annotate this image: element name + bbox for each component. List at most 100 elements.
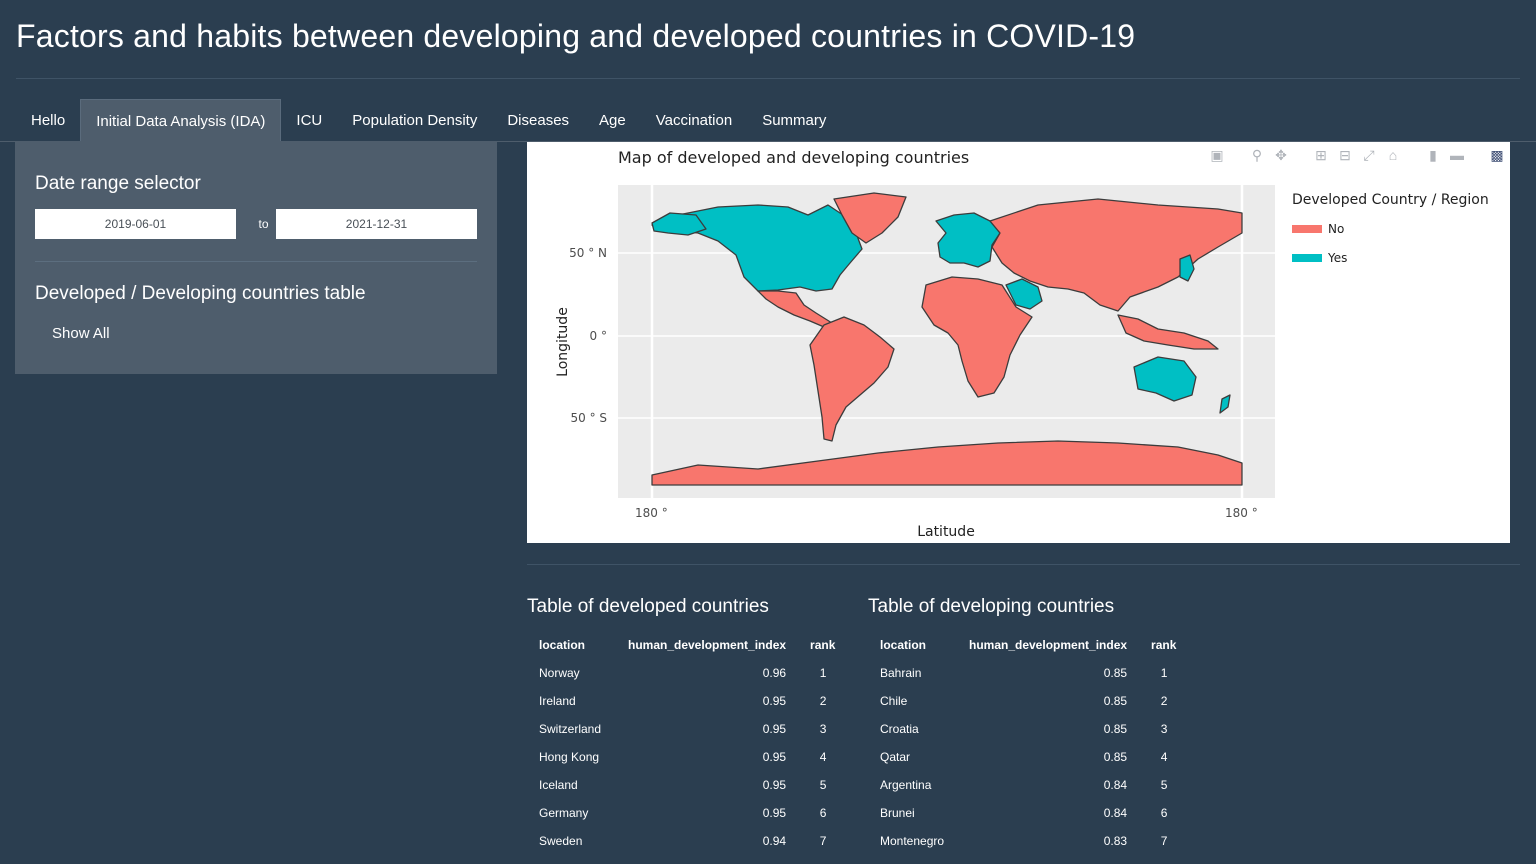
cell-hdi: 0.85 <box>1103 750 1128 764</box>
x-tick-right: 180 ° <box>1225 506 1258 520</box>
zoom-icon[interactable]: ⚲ <box>1251 147 1263 163</box>
date-separator: to <box>258 217 269 231</box>
cell-location: Germany <box>539 806 589 820</box>
nav-tabs: Hello Initial Data Analysis (IDA) ICU Po… <box>16 99 841 142</box>
tab-initial-data-analysis[interactable]: Initial Data Analysis (IDA) <box>80 99 282 142</box>
tab-vaccination[interactable]: Vaccination <box>655 112 733 129</box>
cell-location: Sweden <box>539 834 583 848</box>
column-header-rank[interactable]: rank <box>810 638 836 652</box>
cell-location: Norway <box>539 666 580 680</box>
zoom-in-icon[interactable]: ⊞ <box>1315 147 1327 163</box>
legend-item-no[interactable]: No <box>1292 214 1489 243</box>
table-row: Hong Kong 0.95 4 <box>527 743 848 771</box>
region-greenland <box>833 192 907 244</box>
date-range-label: Date range selector <box>35 173 201 194</box>
cell-rank: 2 <box>1160 694 1168 708</box>
cell-location: Montenegro <box>880 834 945 848</box>
developing-table-section: Table of developing countries location h… <box>868 596 1189 855</box>
tab-hello[interactable]: Hello <box>31 112 66 129</box>
column-header-location[interactable]: location <box>880 638 927 652</box>
start-date-input[interactable] <box>35 209 236 239</box>
cell-rank: 5 <box>819 778 827 792</box>
show-all-button[interactable]: Show All <box>52 325 110 342</box>
region-australia <box>1133 356 1197 402</box>
legend-swatch-no <box>1292 224 1322 233</box>
cell-location: Ireland <box>539 694 576 708</box>
developed-table: location human_development_index rank No… <box>527 631 848 855</box>
table-row: Switzerland 0.95 3 <box>527 715 848 743</box>
legend-item-yes[interactable]: Yes <box>1292 243 1489 272</box>
region-africa <box>921 276 1033 398</box>
developing-table-title: Table of developing countries <box>868 596 1115 617</box>
legend-title: Developed Country / Region <box>1292 192 1489 208</box>
region-southeast-asia <box>1117 314 1219 350</box>
region-mexico-central-america <box>757 290 833 328</box>
y-tick-50s: 50 ° S <box>570 411 607 425</box>
map-plot-area <box>618 185 1275 498</box>
cell-location: Bahrain <box>880 666 922 680</box>
table-row: Brunei 0.84 6 <box>868 799 1189 827</box>
map-plot: Map of developed and developing countrie… <box>527 142 1510 543</box>
cell-hdi: 0.84 <box>1103 778 1128 792</box>
cell-rank: 5 <box>1160 778 1168 792</box>
cell-location: Hong Kong <box>539 750 600 764</box>
legend-label-yes: Yes <box>1328 250 1348 265</box>
tab-summary[interactable]: Summary <box>762 112 827 129</box>
column-header-hdi[interactable]: human_development_index <box>628 638 787 652</box>
app-title: Factors and habits between developing an… <box>16 18 1136 54</box>
cell-location: Qatar <box>880 750 911 764</box>
content-divider <box>527 564 1520 565</box>
cell-hdi: 0.95 <box>762 750 787 764</box>
cell-rank: 1 <box>1160 666 1168 680</box>
x-tick-left: 180 ° <box>635 506 668 520</box>
cell-location: Argentina <box>880 778 932 792</box>
cell-location: Iceland <box>539 778 578 792</box>
cell-location: Chile <box>880 694 908 708</box>
cell-hdi: 0.95 <box>762 694 787 708</box>
tab-age[interactable]: Age <box>599 112 626 129</box>
column-header-rank[interactable]: rank <box>1151 638 1177 652</box>
pan-icon[interactable]: ✥ <box>1275 147 1287 163</box>
cell-hdi: 0.85 <box>1103 666 1128 680</box>
tab-population-density[interactable]: Population Density <box>352 112 478 129</box>
sidebar-divider <box>35 261 477 262</box>
cell-hdi: 0.83 <box>1103 834 1128 848</box>
x-axis-label: Latitude <box>917 524 975 540</box>
autoscale-icon[interactable]: ⤢ <box>1363 147 1375 163</box>
region-new-zealand <box>1219 394 1231 414</box>
table-row: Argentina 0.84 5 <box>868 771 1189 799</box>
region-europe <box>935 212 1001 268</box>
cell-rank: 4 <box>1160 750 1168 764</box>
legend-swatch-yes <box>1292 253 1322 262</box>
spike-lines-icon[interactable]: ▮ <box>1429 147 1437 163</box>
tab-diseases[interactable]: Diseases <box>507 112 570 129</box>
region-russia-asia <box>989 198 1243 312</box>
cell-rank: 4 <box>819 750 827 764</box>
cell-location: Switzerland <box>539 722 602 736</box>
legend-label-no: No <box>1328 221 1345 236</box>
plot-modebar: ▣ ⚲ ✥ ⊞ ⊟ ⤢ ⌂ ▮ ▬ ▩ <box>1208 146 1506 164</box>
camera-icon[interactable]: ▣ <box>1210 147 1224 163</box>
cell-location: Brunei <box>880 806 915 820</box>
cell-rank: 7 <box>819 834 827 848</box>
cell-rank: 7 <box>1160 834 1168 848</box>
zoom-out-icon[interactable]: ⊟ <box>1339 147 1351 163</box>
region-middle-east-gulf <box>1005 278 1043 310</box>
cell-location: Croatia <box>880 722 919 736</box>
region-antarctica <box>651 440 1243 486</box>
end-date-input[interactable] <box>276 209 477 239</box>
cell-hdi: 0.95 <box>762 806 787 820</box>
column-header-hdi[interactable]: human_development_index <box>969 638 1128 652</box>
region-japan-korea <box>1179 254 1195 282</box>
cell-rank: 3 <box>819 722 827 736</box>
reset-axes-icon[interactable]: ⌂ <box>1388 147 1398 163</box>
compare-hover-icon[interactable]: ▬ <box>1450 147 1464 163</box>
table-row: Croatia 0.85 3 <box>868 715 1189 743</box>
table-row: Montenegro 0.83 7 <box>868 827 1189 855</box>
region-alaska <box>651 212 707 236</box>
plotly-logo-icon[interactable]: ▩ <box>1490 147 1504 163</box>
y-tick-50n: 50 ° N <box>569 246 607 260</box>
column-header-location[interactable]: location <box>539 638 586 652</box>
tab-icu[interactable]: ICU <box>296 112 323 129</box>
sidebar-panel: Date range selector to Developed / Devel… <box>15 142 497 374</box>
